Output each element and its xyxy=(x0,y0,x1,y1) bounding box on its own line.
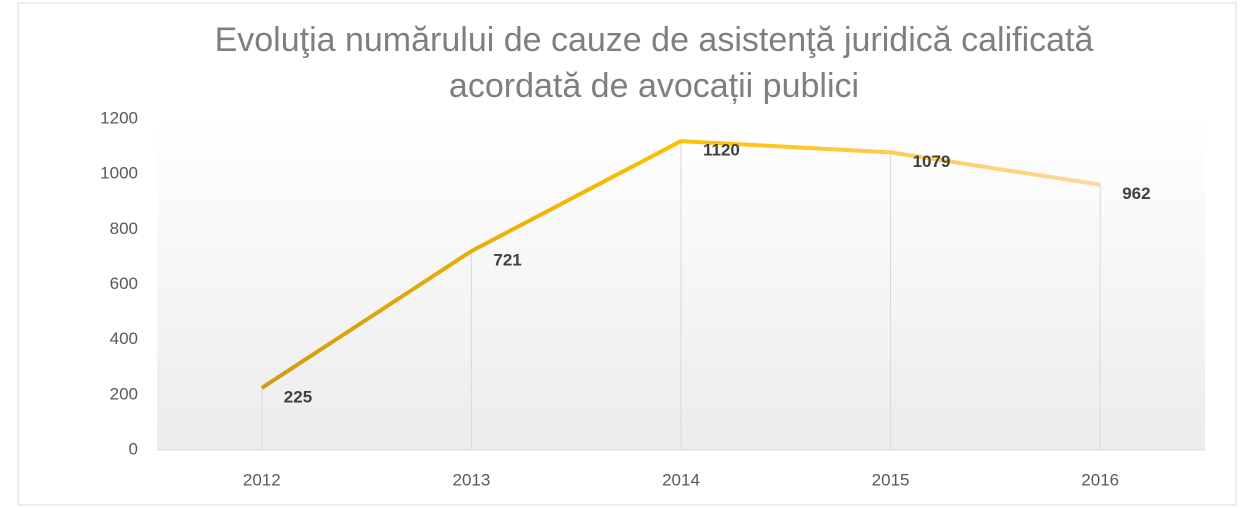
x-tick-label: 2016 xyxy=(1081,470,1119,489)
chart-title: Evoluţia numărului de cauze de asistenţă… xyxy=(215,21,1094,59)
x-tick-label: 2012 xyxy=(243,470,281,489)
y-tick-label: 0 xyxy=(129,439,138,458)
data-label: 721 xyxy=(493,251,521,270)
y-tick-label: 800 xyxy=(110,219,138,238)
x-tick-label: 2014 xyxy=(662,470,700,489)
y-tick-label: 1000 xyxy=(100,164,138,183)
y-tick-label: 1200 xyxy=(100,108,138,127)
data-label: 962 xyxy=(1122,184,1150,203)
data-label: 1120 xyxy=(703,141,740,160)
x-tick-label: 2015 xyxy=(872,470,910,489)
data-line xyxy=(260,139,1101,390)
y-tick-label: 600 xyxy=(110,274,138,293)
x-tick-label: 2013 xyxy=(452,470,490,489)
y-tick-label: 200 xyxy=(110,384,138,403)
data-label: 1079 xyxy=(913,152,951,171)
chart-title: acordată de avocații publici xyxy=(449,67,859,105)
y-tick-label: 400 xyxy=(110,329,138,348)
data-label: 225 xyxy=(284,387,312,406)
